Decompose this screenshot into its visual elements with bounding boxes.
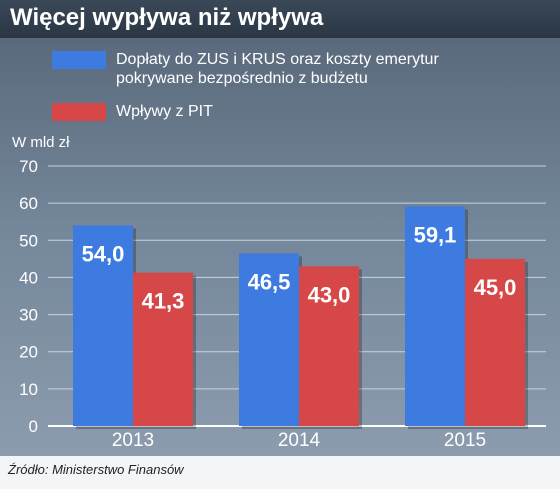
y-tick-label-40: 40 — [19, 268, 38, 287]
bar-2015-subsidies — [405, 206, 465, 426]
legend-item-pit: Wpływy z PIT — [52, 102, 496, 121]
bar-2013-subsidies — [73, 225, 133, 426]
y-axis-label: W mld zł — [12, 134, 70, 151]
x-tick-label-2015: 2015 — [444, 430, 486, 451]
legend-swatch-blue — [52, 51, 106, 69]
y-tick-label-10: 10 — [19, 380, 38, 399]
chart-title: Więcej wypływa niż wpływa — [10, 4, 324, 31]
bar-2014-subsidies — [239, 253, 299, 426]
legend-label-subsidies-line1: Dopłaty do ZUS i KRUS oraz koszty emeryt… — [116, 51, 439, 68]
y-tick-label-60: 60 — [19, 194, 38, 213]
bar-2014-pit — [299, 266, 359, 426]
data-label-2014-pit: 43,0 — [308, 282, 351, 307]
data-label-2013-pit: 41,3 — [142, 289, 185, 314]
data-label-2014-subsidies: 46,5 — [248, 269, 291, 294]
y-tick-label-50: 50 — [19, 231, 38, 250]
data-label-2015-subsidies: 59,1 — [414, 222, 457, 247]
x-tick-label-2014: 2014 — [278, 430, 321, 451]
bar-2015-pit — [465, 258, 525, 426]
bar-2013-pit — [133, 272, 193, 426]
data-label-2013-subsidies: 54,0 — [82, 241, 125, 266]
header-bar: Więcej wypływa niż wpływa — [0, 0, 560, 38]
y-tick-label-70: 70 — [19, 157, 38, 176]
y-tick-label-0: 0 — [29, 417, 38, 436]
source-note: Źródło: Ministerstwo Finansów — [8, 462, 184, 477]
legend-label-subsidies-line2: pokrywane bezpośrednio z budżetu — [116, 70, 368, 87]
y-tick-label-30: 30 — [19, 306, 38, 325]
legend-label-pit: Wpływy z PIT — [116, 103, 213, 120]
data-label-2015-pit: 45,0 — [474, 275, 517, 300]
legend-item-subsidies: Dopłaty do ZUS i KRUS oraz koszty emeryt… — [52, 50, 496, 88]
legend-swatch-red — [52, 103, 106, 121]
x-tick-label-2013: 2013 — [112, 430, 154, 451]
y-tick-label-20: 20 — [19, 343, 38, 362]
